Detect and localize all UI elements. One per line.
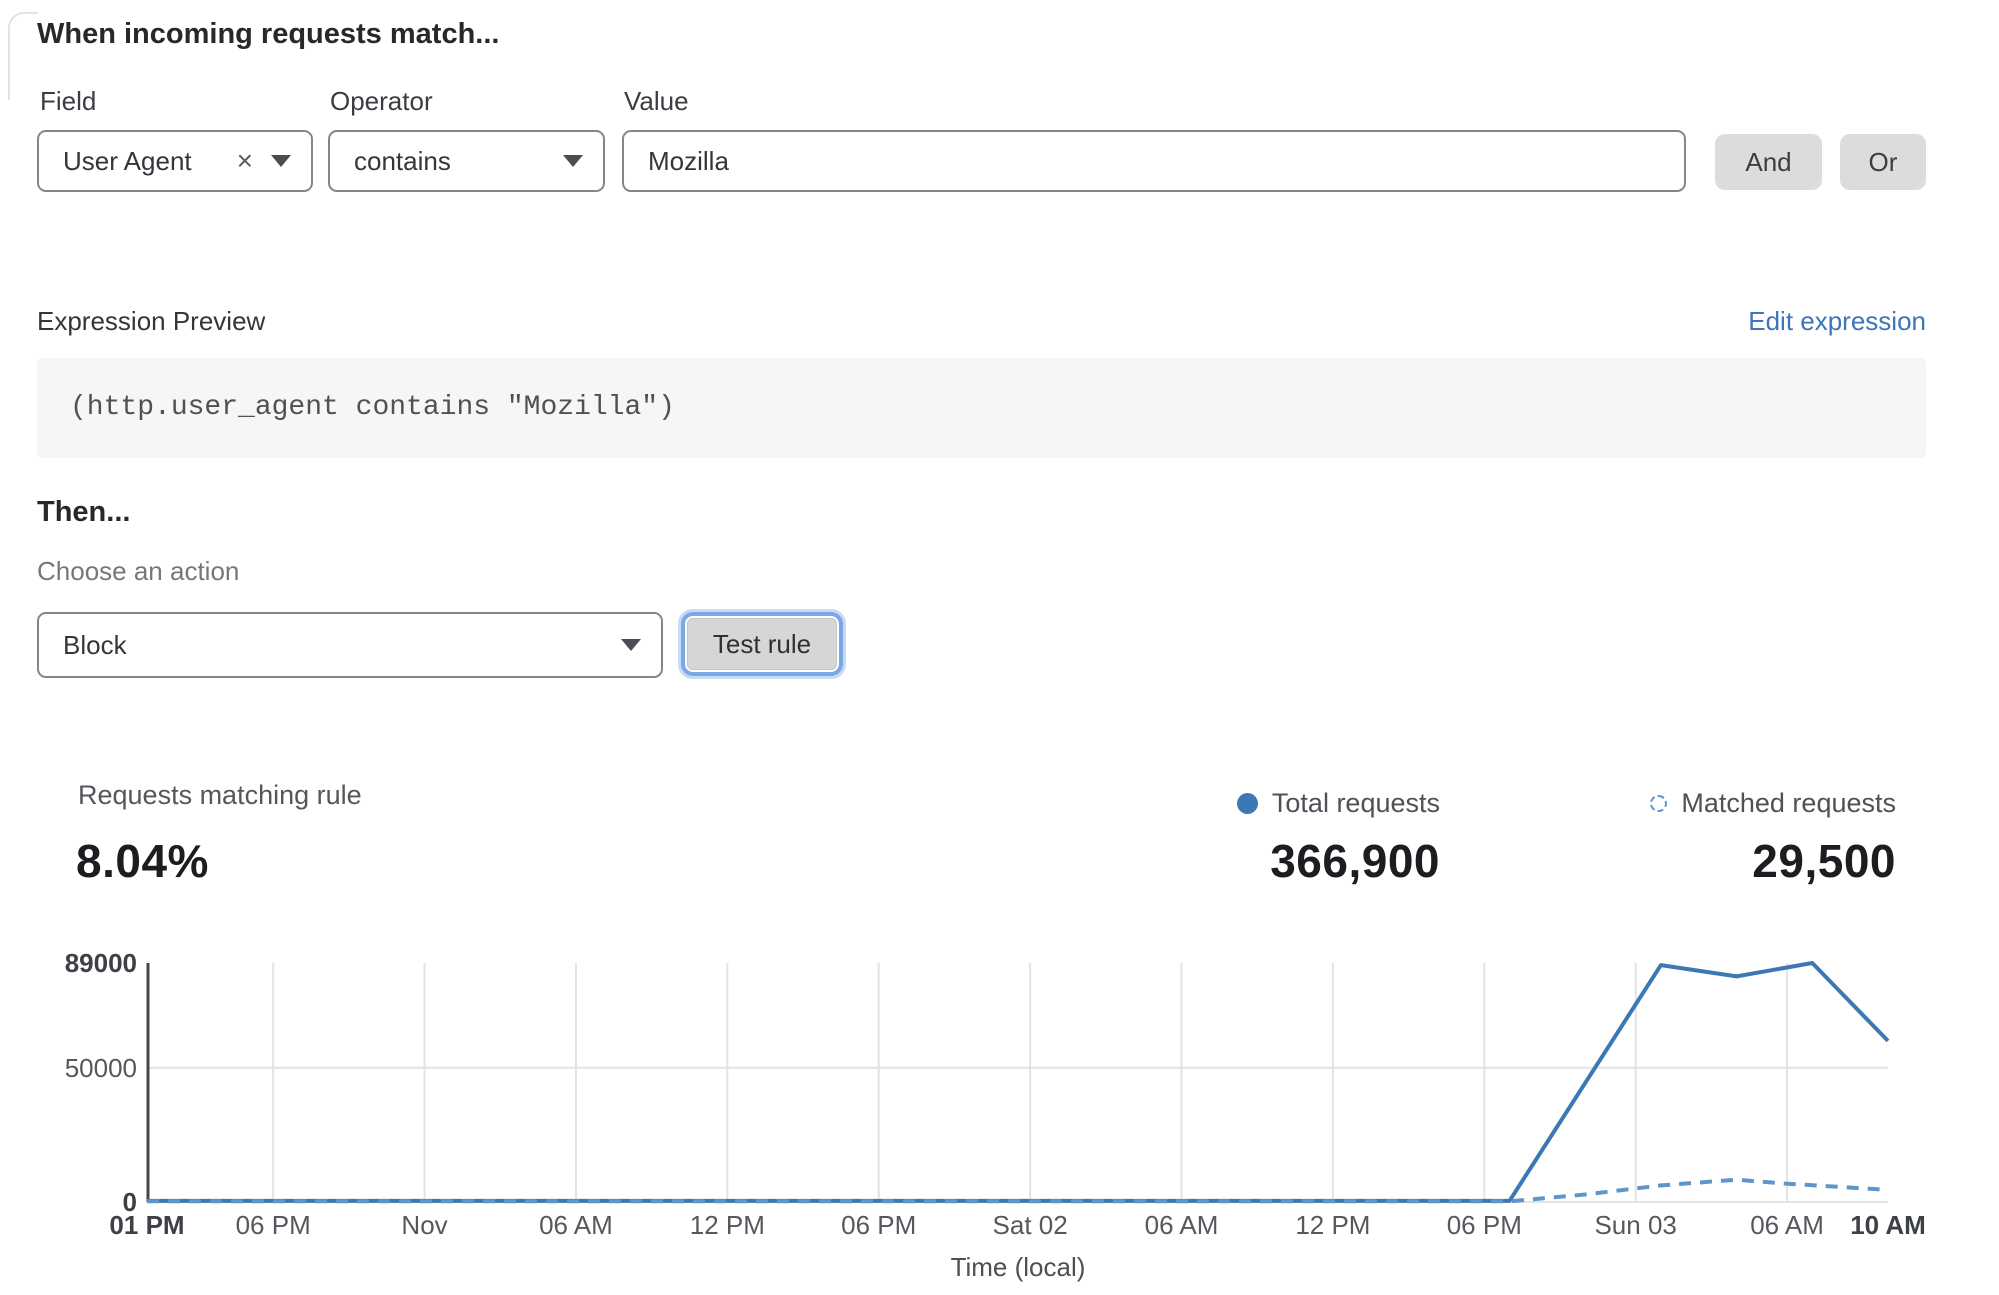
x-tick-label: 06 PM: [841, 1210, 917, 1240]
x-tick-label: 12 PM: [689, 1210, 765, 1240]
x-tick-label: Sat 02: [992, 1210, 1068, 1240]
stat-matched-value: 29,500: [1752, 835, 1896, 887]
stat-matching-value: 8.04%: [76, 835, 209, 887]
stat-total-value: 366,900: [1270, 835, 1440, 887]
legend-matched-requests: Matched requests: [1650, 788, 1896, 819]
expression-code-block: (http.user_agent contains "Mozilla"): [37, 358, 1926, 458]
x-tick-label: Nov: [401, 1210, 448, 1240]
total-requests-dot-icon: [1236, 793, 1258, 814]
chevron-down-icon: [621, 639, 641, 651]
match-heading: When incoming requests match...: [37, 18, 500, 50]
chevron-down-icon: [271, 155, 291, 167]
panel-corner: [8, 12, 38, 100]
x-tick-label: 06 PM: [235, 1210, 311, 1240]
matched-requests-line: [147, 1177, 1889, 1204]
x-tick-label: 10 AM: [1850, 1210, 1926, 1240]
field-label: Field: [40, 86, 97, 116]
y-tick-label: 89000: [64, 948, 137, 978]
action-select-value: Block: [63, 629, 127, 660]
total-requests-line: [147, 961, 1890, 1203]
y-tick-label: 50000: [64, 1052, 137, 1083]
field-select[interactable]: User Agent ×: [37, 130, 313, 192]
edit-expression-link[interactable]: Edit expression: [1748, 306, 1926, 336]
or-button[interactable]: Or: [1840, 134, 1926, 190]
test-rule-button[interactable]: Test rule: [687, 618, 837, 670]
clear-field-icon[interactable]: ×: [236, 145, 253, 176]
matched-requests-circle-icon: [1650, 795, 1668, 812]
legend-total-requests: Total requests: [1236, 788, 1440, 819]
x-tick-label: 06 PM: [1446, 1210, 1522, 1240]
chevron-down-icon: [563, 155, 583, 167]
legend-total-label: Total requests: [1271, 788, 1440, 818]
then-heading: Then...: [37, 496, 131, 528]
x-tick-label: 12 PM: [1295, 1210, 1371, 1240]
x-tick-label: Sun 03: [1594, 1210, 1677, 1240]
operator-select[interactable]: contains: [328, 130, 605, 192]
operator-label: Operator: [330, 86, 433, 116]
x-tick-label: 06 AM: [1750, 1210, 1824, 1240]
and-button[interactable]: And: [1715, 134, 1822, 190]
action-select[interactable]: Block: [37, 612, 663, 678]
y-tick-label: 0: [122, 1187, 137, 1217]
value-label: Value: [624, 86, 689, 116]
operator-select-value: contains: [354, 145, 451, 176]
x-tick-label: 06 AM: [1144, 1210, 1219, 1240]
value-input[interactable]: [622, 130, 1686, 192]
x-tick-label: 01 PM: [109, 1210, 185, 1240]
field-select-value: User Agent: [63, 145, 192, 176]
legend-matched-label: Matched requests: [1681, 788, 1896, 818]
x-tick-label: 06 AM: [539, 1210, 613, 1240]
time-axis-title: Time (local): [950, 1252, 1086, 1282]
stat-matching-label: Requests matching rule: [78, 780, 362, 810]
chart-svg: [146, 961, 1890, 1204]
expression-preview-label: Expression Preview: [37, 306, 266, 336]
choose-action-label: Choose an action: [37, 556, 240, 586]
